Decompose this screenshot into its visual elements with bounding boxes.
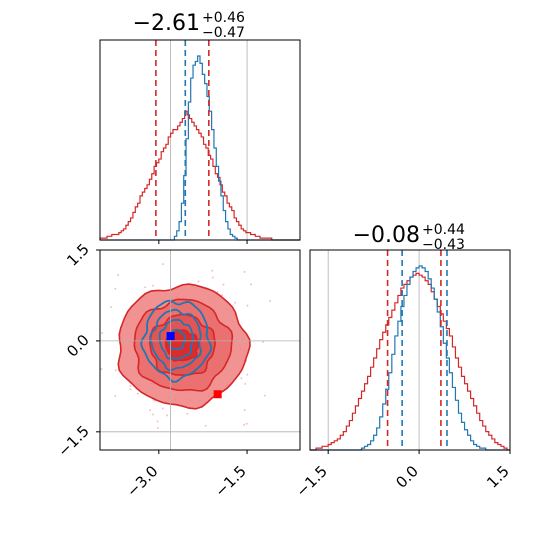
hist-red-series — [99, 110, 300, 241]
scatter-point — [114, 395, 117, 398]
scatter-point — [221, 294, 224, 297]
panel-hist-param1 — [99, 39, 301, 244]
panel-joint: −3.0 −1.5 1.5 0.0 −1.5 — [54, 234, 322, 501]
scatter-point — [211, 276, 214, 279]
scatter-point — [161, 407, 164, 410]
x-tick-label-param1: −3.0 — [123, 462, 161, 500]
title-param1-lower: −0.47 — [202, 25, 245, 41]
title-param2-lower: −0.43 — [422, 237, 465, 253]
x-tick-label-param2: −1.5 — [293, 462, 331, 500]
scatter-point — [101, 332, 104, 335]
scatter-point — [108, 248, 110, 250]
scatter-point — [262, 340, 265, 343]
scatter-point — [234, 301, 237, 304]
hist-blue-series — [100, 55, 300, 241]
scatter-point — [243, 270, 246, 273]
y-tick-label-param2: 1.5 — [63, 240, 93, 270]
scatter-point — [85, 461, 87, 463]
marker-red — [213, 390, 222, 399]
scatter-point — [240, 377, 243, 380]
axis-frame — [99, 39, 301, 241]
scatter-point — [100, 368, 103, 371]
hist-blue-series — [310, 265, 510, 451]
y-tick-label-param2: −1.5 — [54, 422, 92, 460]
scatter-point — [197, 280, 200, 283]
title-param2-upper: +0.44 — [422, 222, 465, 238]
scatter-point — [129, 388, 132, 391]
scatter-point — [156, 427, 159, 430]
scatter-point — [109, 306, 112, 309]
scatter-point — [152, 284, 155, 287]
x-tick-label-param2: 1.5 — [483, 462, 513, 492]
blue-contour-level — [149, 308, 202, 372]
joint-content — [85, 234, 322, 463]
marker-blue — [166, 332, 175, 341]
scatter-point — [161, 263, 164, 266]
scatter-point — [149, 409, 152, 412]
scatter-point — [166, 414, 169, 417]
scatter-point — [222, 283, 225, 286]
scatter-point — [129, 385, 132, 388]
axis-frame — [99, 249, 301, 451]
scatter-point — [186, 412, 189, 415]
scatter-point — [320, 332, 322, 334]
blue-contour-level — [140, 299, 213, 383]
scatter-point — [191, 242, 193, 244]
scatter-point — [216, 290, 219, 293]
hist-red-series — [310, 272, 510, 451]
scatter-point — [245, 422, 248, 425]
scatter-point — [156, 420, 159, 423]
scatter-point — [263, 394, 266, 397]
scatter-point — [136, 392, 139, 395]
scatter-point — [211, 269, 214, 272]
scatter-point — [144, 286, 147, 289]
title-param1-main: −2.61 — [133, 11, 200, 36]
scatter-point — [117, 274, 120, 277]
scatter-point — [244, 382, 247, 385]
y-tick-label-param2: 0.0 — [63, 331, 93, 361]
panel-hist-param2: −1.5 0.0 1.5 — [293, 249, 513, 501]
blue-contour-level — [158, 318, 194, 360]
scatter-point — [243, 423, 246, 426]
scatter-point — [204, 424, 207, 427]
x-tick-label-param1: −1.5 — [211, 462, 249, 500]
scatter-point — [246, 304, 249, 307]
scatter-point — [268, 299, 271, 302]
scatter-point — [114, 287, 117, 290]
axis-frame — [309, 249, 511, 451]
scatter-point — [163, 234, 165, 236]
x-tick-label-param2: 0.0 — [392, 462, 422, 492]
scatter-point — [151, 413, 154, 416]
scatter-point — [114, 369, 117, 372]
title-param2-main: −0.08 — [353, 223, 420, 248]
title-param1-upper: +0.46 — [202, 10, 245, 26]
scatter-point — [243, 409, 246, 412]
scatter-point — [250, 283, 253, 286]
scatter-point — [246, 373, 249, 376]
